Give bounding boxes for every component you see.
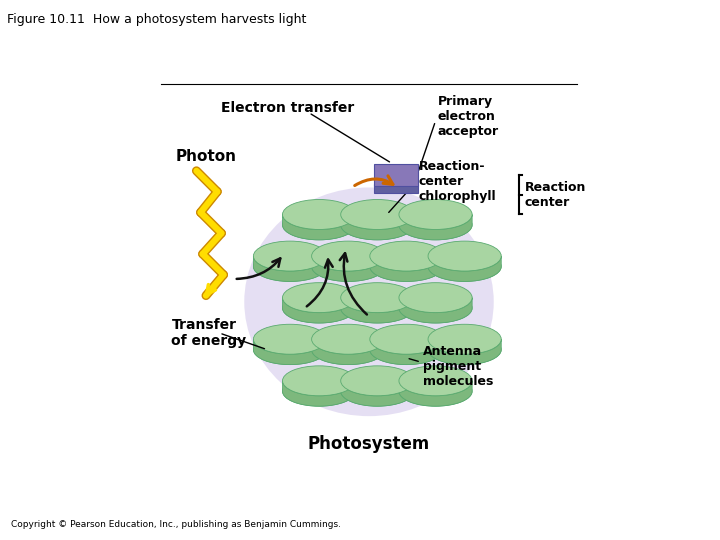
Ellipse shape xyxy=(253,252,327,281)
Text: Transfer
of energy: Transfer of energy xyxy=(171,318,247,348)
Ellipse shape xyxy=(341,376,414,406)
FancyBboxPatch shape xyxy=(374,164,418,186)
Text: Antenna
pigment
molecules: Antenna pigment molecules xyxy=(423,345,493,388)
Ellipse shape xyxy=(399,376,472,406)
Ellipse shape xyxy=(282,293,356,323)
Text: Photon: Photon xyxy=(176,149,237,164)
Polygon shape xyxy=(341,298,414,323)
Ellipse shape xyxy=(428,252,501,281)
Ellipse shape xyxy=(341,366,414,396)
Polygon shape xyxy=(428,339,501,364)
Ellipse shape xyxy=(370,335,443,365)
Ellipse shape xyxy=(341,293,414,323)
Polygon shape xyxy=(282,214,356,240)
Text: Reaction
center: Reaction center xyxy=(525,181,586,209)
Ellipse shape xyxy=(253,241,327,271)
Ellipse shape xyxy=(282,282,356,313)
Ellipse shape xyxy=(282,366,356,396)
Ellipse shape xyxy=(428,324,501,354)
Ellipse shape xyxy=(399,199,472,230)
Ellipse shape xyxy=(428,241,501,271)
FancyBboxPatch shape xyxy=(374,184,418,193)
Ellipse shape xyxy=(341,199,414,230)
Polygon shape xyxy=(341,381,414,406)
Polygon shape xyxy=(399,214,472,240)
Ellipse shape xyxy=(244,187,494,416)
Polygon shape xyxy=(370,339,443,364)
Polygon shape xyxy=(312,256,384,281)
Polygon shape xyxy=(428,256,501,281)
Text: Electron transfer: Electron transfer xyxy=(221,102,354,116)
Polygon shape xyxy=(282,298,356,323)
Polygon shape xyxy=(312,339,384,364)
Ellipse shape xyxy=(428,335,501,365)
Ellipse shape xyxy=(370,241,443,271)
Polygon shape xyxy=(370,256,443,281)
Polygon shape xyxy=(399,381,472,406)
Polygon shape xyxy=(253,339,327,364)
Polygon shape xyxy=(399,298,472,323)
Ellipse shape xyxy=(312,335,384,365)
Polygon shape xyxy=(341,214,414,240)
Ellipse shape xyxy=(399,282,472,313)
Text: Copyright © Pearson Education, Inc., publishing as Benjamin Cummings.: Copyright © Pearson Education, Inc., pub… xyxy=(11,521,341,529)
Ellipse shape xyxy=(312,324,384,354)
Text: Figure 10.11  How a photosystem harvests light: Figure 10.11 How a photosystem harvests … xyxy=(7,14,307,26)
Text: Photosystem: Photosystem xyxy=(308,435,430,453)
Ellipse shape xyxy=(282,199,356,230)
Text: Primary
electron
acceptor: Primary electron acceptor xyxy=(438,95,499,138)
Ellipse shape xyxy=(370,252,443,281)
Ellipse shape xyxy=(341,282,414,313)
Ellipse shape xyxy=(312,252,384,281)
Ellipse shape xyxy=(253,324,327,354)
Ellipse shape xyxy=(341,210,414,240)
Ellipse shape xyxy=(399,210,472,240)
Text: Reaction-
center
chlorophyll: Reaction- center chlorophyll xyxy=(419,160,497,202)
Ellipse shape xyxy=(282,210,356,240)
Ellipse shape xyxy=(282,376,356,406)
Ellipse shape xyxy=(399,366,472,396)
Ellipse shape xyxy=(370,324,443,354)
Ellipse shape xyxy=(253,335,327,365)
Polygon shape xyxy=(282,381,356,406)
Ellipse shape xyxy=(312,241,384,271)
Ellipse shape xyxy=(399,293,472,323)
Polygon shape xyxy=(253,256,327,281)
